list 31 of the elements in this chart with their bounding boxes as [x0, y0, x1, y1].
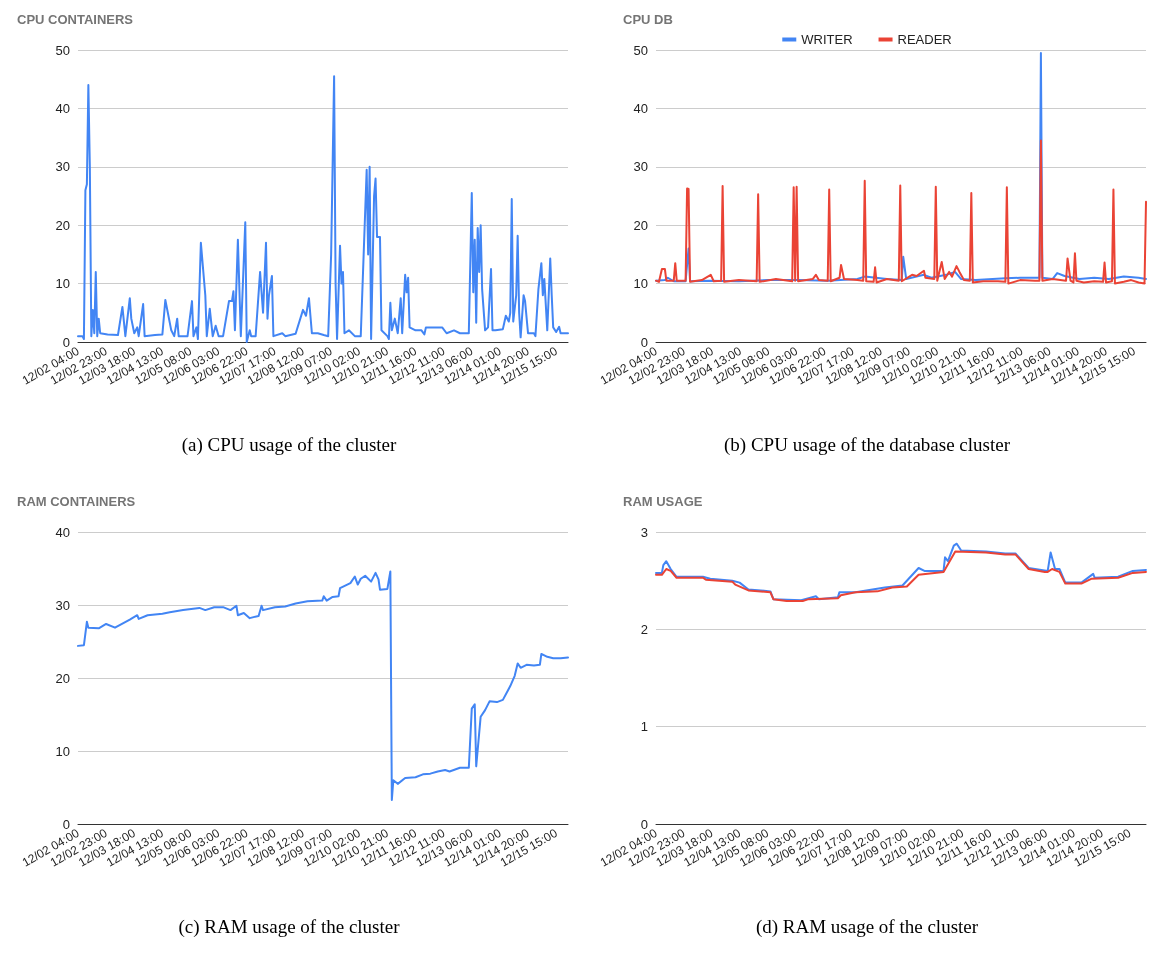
- y-tick-label: 10: [55, 276, 70, 292]
- y-tick-label: 30: [633, 159, 648, 175]
- text: (b) CPU usage of the database cluster: [723, 434, 1011, 456]
- y-tick-label: 20: [55, 217, 70, 233]
- y-tick-label: 2: [640, 621, 648, 637]
- text: (c) RAM usage of the cluster: [177, 916, 401, 938]
- y-tick-label: 30: [55, 597, 70, 613]
- y-tick-label: 0: [640, 334, 648, 350]
- chart-title: RAM CONTAINERS: [17, 494, 136, 509]
- y-tick-label: 40: [633, 100, 648, 116]
- y-tick-label: 20: [633, 217, 648, 233]
- legend-label: READER: [897, 32, 952, 47]
- chart-title: CPU DB: [623, 12, 673, 27]
- y-tick-label: 0: [62, 334, 70, 350]
- chart-title: CPU CONTAINERS: [17, 12, 134, 27]
- y-tick-label: 20: [55, 670, 70, 686]
- legend-label: WRITER: [801, 32, 853, 47]
- y-tick-label: 40: [55, 524, 70, 540]
- text: (d) RAM usage of the cluster: [754, 916, 980, 938]
- y-tick-label: 50: [55, 42, 70, 58]
- y-tick-label: 0: [640, 816, 648, 832]
- text: (a) CPU usage of the cluster: [180, 434, 398, 456]
- y-tick-label: 1: [640, 719, 648, 735]
- chart-title: RAM USAGE: [623, 494, 703, 509]
- y-tick-label: 0: [62, 816, 70, 832]
- y-tick-label: 50: [633, 42, 648, 58]
- y-tick-label: 3: [640, 524, 648, 540]
- y-tick-label: 10: [55, 743, 70, 759]
- y-tick-label: 30: [55, 159, 70, 175]
- y-tick-label: 10: [633, 276, 648, 292]
- y-tick-label: 40: [55, 100, 70, 116]
